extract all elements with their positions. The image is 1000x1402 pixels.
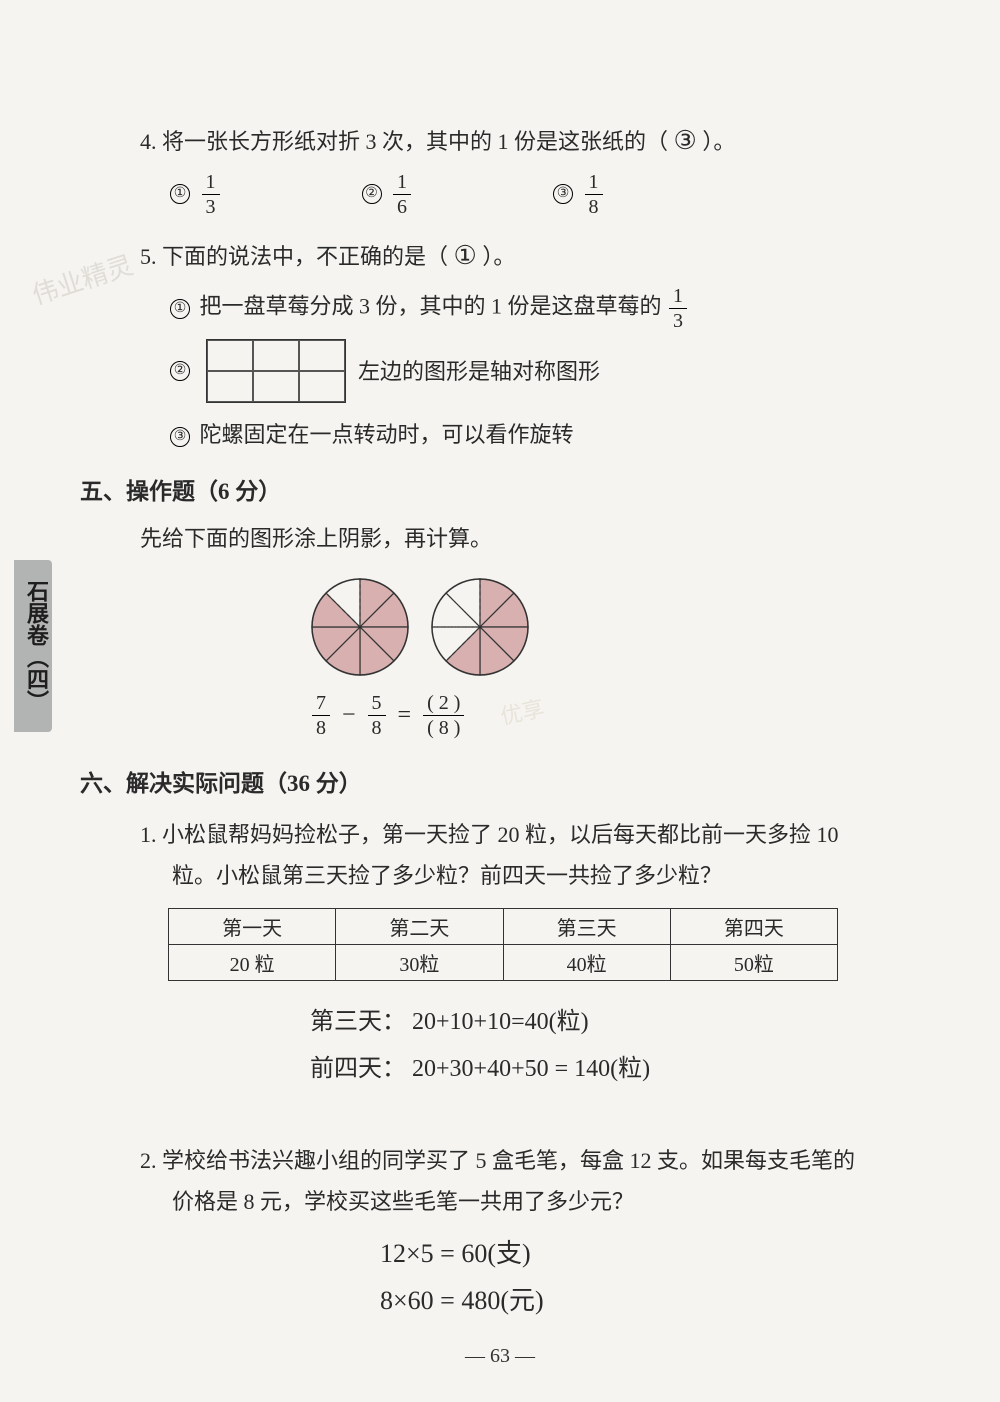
pie-figures xyxy=(300,572,920,687)
q4-options: ① 1 3 ② 1 6 ③ 1 8 xyxy=(170,172,920,217)
calc-pens: 12×5 = 60(支) xyxy=(380,1233,920,1270)
q5-c1: ① xyxy=(170,299,190,319)
th-day3: 第三天 xyxy=(503,908,670,944)
q4-answer: ③ xyxy=(674,126,697,155)
q4-text-a: 4. 将一张长方形纸对折 3 次，其中的 1 份是这张纸的（ xyxy=(140,129,668,154)
section5-heading: 五、操作题（6 分） xyxy=(80,474,920,511)
calc-cost: 8×60 = 480(元) xyxy=(380,1280,920,1317)
minus-sign: − xyxy=(342,702,356,729)
problem1-line2: 粒。小松鼠第三天捡了多少粒？前四天一共捡了多少粒？ xyxy=(172,858,920,893)
q4-opt3: ③ 1 8 xyxy=(553,172,605,217)
td-day4: 50粒 xyxy=(670,944,837,980)
q4-frac2: 1 6 xyxy=(393,172,411,217)
problem2-line1: 2. 学校给书法兴趣小组的同学买了 5 盒毛笔，每盒 12 支。如果每支毛笔的 xyxy=(140,1143,920,1178)
table-header-row: 第一天 第二天 第三天 第四天 xyxy=(169,908,838,944)
eq-result: ( 2 ) ( 8 ) xyxy=(423,693,464,738)
td-day3: 40粒 xyxy=(503,944,670,980)
q5-stem: 5. 下面的说法中，不正确的是（ ① ）。 xyxy=(140,235,920,277)
q5-opt2-text: 左边的图形是轴对称图形 xyxy=(358,354,600,389)
problem1-line1: 1. 小松鼠帮妈妈捡松子，第一天捡了 20 粒，以后每天都比前一天多捡 10 xyxy=(140,817,920,852)
td-day2: 30粒 xyxy=(336,944,503,980)
side-tab: 石展卷（四） xyxy=(14,560,52,732)
q4-opt2: ② 1 6 xyxy=(362,172,414,217)
calc-day3: 第三天： 20+10+10=40(粒) xyxy=(310,1001,920,1036)
q4-text-b: ）。 xyxy=(702,129,735,154)
opt-circle-2: ② xyxy=(362,184,382,204)
q5-answer: ① xyxy=(454,241,477,270)
q5-c3: ③ xyxy=(170,427,190,447)
eq-frac1: 7 8 xyxy=(312,693,330,738)
table-data-row: 20 粒 30粒 40粒 50粒 xyxy=(169,944,838,980)
squirrel-table: 第一天 第二天 第三天 第四天 20 粒 30粒 40粒 50粒 xyxy=(168,908,838,981)
symmetric-rect-figure xyxy=(206,339,346,403)
th-day2: 第二天 xyxy=(336,908,503,944)
section5-sub: 先给下面的图形涂上阴影，再计算。 xyxy=(140,521,920,556)
calc-4days: 前四天： 20+30+40+50 = 140(粒) xyxy=(310,1048,920,1083)
q4-opt1: ① 1 3 xyxy=(170,172,222,217)
opt-circle-1: ① xyxy=(170,184,190,204)
fraction-equation: 7 8 − 5 8 = ( 2 ) ( 8 ) xyxy=(310,693,920,738)
q5-text-a: 5. 下面的说法中，不正确的是（ xyxy=(140,244,448,269)
q5-opt3-text: 陀螺固定在一点转动时，可以看作旋转 xyxy=(200,422,574,447)
pies-svg xyxy=(300,572,560,682)
problem2-line2: 价格是 8 元，学校买这些毛笔一共用了多少元？ xyxy=(172,1184,920,1219)
td-day1: 20 粒 xyxy=(169,944,336,980)
th-day1: 第一天 xyxy=(169,908,336,944)
q5-opt1-frac: 1 3 xyxy=(669,286,687,331)
q5-c2: ② xyxy=(170,361,190,381)
q5-opt2: ② 左边的图形是轴对称图形 xyxy=(170,339,920,403)
opt-circle-3: ③ xyxy=(553,184,573,204)
q5-opt3: ③ 陀螺固定在一点转动时，可以看作旋转 xyxy=(170,417,920,452)
page-number: — 63 — xyxy=(0,1345,1000,1368)
q4-frac3: 1 8 xyxy=(585,172,603,217)
eq-frac2: 5 8 xyxy=(368,693,386,738)
q4-frac1: 1 3 xyxy=(202,172,220,217)
equals-sign: = xyxy=(398,702,412,729)
q4-stem: 4. 将一张长方形纸对折 3 次，其中的 1 份是这张纸的（ ③ ）。 xyxy=(140,120,920,162)
q5-text-b: ）。 xyxy=(482,244,515,269)
section6-heading: 六、解决实际问题（36 分） xyxy=(80,766,920,803)
q5-opt1-text: 把一盘草莓分成 3 份，其中的 1 份是这盘草莓的 xyxy=(200,294,662,319)
q5-opt1: ① 把一盘草莓分成 3 份，其中的 1 份是这盘草莓的 1 3 xyxy=(170,286,920,331)
th-day4: 第四天 xyxy=(670,908,837,944)
page-content: 4. 将一张长方形纸对折 3 次，其中的 1 份是这张纸的（ ③ ）。 ① 1 … xyxy=(80,70,920,1317)
